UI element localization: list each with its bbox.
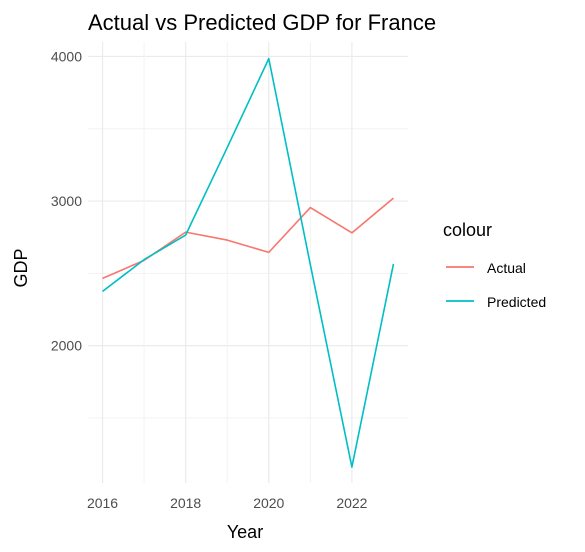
grid-lines [88, 42, 408, 483]
plot-area [88, 42, 408, 483]
y-axis-ticks: 2000 3000 4000 [51, 48, 82, 353]
series-line-actual [102, 197, 394, 280]
x-tick-label: 2018 [170, 495, 201, 511]
y-tick-label: 3000 [51, 193, 82, 209]
series-line-predicted [102, 57, 395, 468]
x-axis-ticks: 2016 2018 2020 2022 [87, 495, 368, 511]
y-tick-label: 4000 [51, 48, 82, 64]
legend-title: colour [443, 220, 492, 240]
legend-label-predicted: Predicted [487, 294, 546, 310]
x-tick-label: 2020 [253, 495, 284, 511]
x-tick-label: 2022 [336, 495, 367, 511]
y-axis-title: GDP [11, 248, 31, 287]
x-tick-label: 2016 [87, 495, 118, 511]
series-lines [102, 57, 395, 468]
x-axis-title: Year [227, 522, 263, 542]
y-tick-label: 2000 [51, 338, 82, 354]
chart-title: Actual vs Predicted GDP for France [88, 10, 436, 35]
legend-label-actual: Actual [487, 260, 526, 276]
legend: colour Actual Predicted [443, 220, 546, 310]
